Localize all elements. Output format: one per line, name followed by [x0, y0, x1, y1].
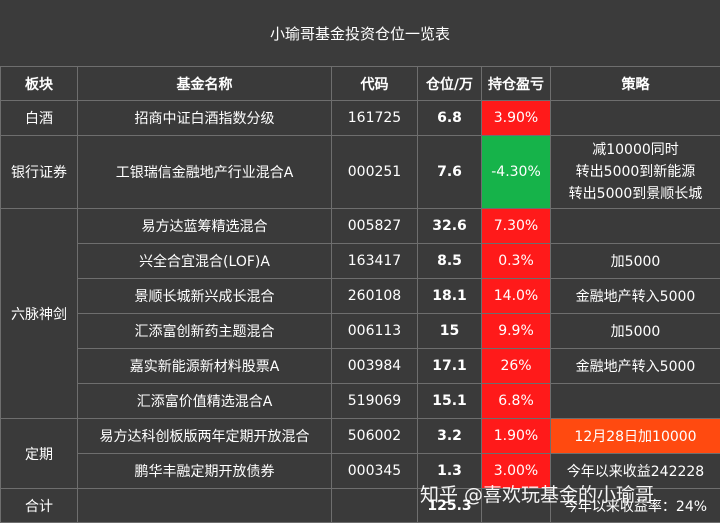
fund-name-cell: 招商中证白酒指数分级 [78, 101, 332, 136]
fund-code-cell: 000251 [332, 136, 418, 209]
strategy-cell: 金融地产转入5000 [551, 279, 720, 314]
fund-code-cell: 003984 [332, 349, 418, 384]
header-pl: 持仓盈亏 [482, 67, 551, 101]
fund-name-cell: 兴全合宜混合(LOF)A [78, 244, 332, 279]
table-row: 景顺长城新兴成长混合 260108 18.1 14.0% 金融地产转入5000 [1, 279, 720, 314]
position-cell: 15.1 [418, 384, 482, 419]
strategy-cell: 加5000 [551, 314, 720, 349]
table-row: 嘉实新能源新材料股票A 003984 17.1 26% 金融地产转入5000 [1, 349, 720, 384]
header-strategy: 策略 [551, 67, 720, 101]
header-position: 仓位/万 [418, 67, 482, 101]
position-cell: 32.6 [418, 209, 482, 244]
fund-code-cell: 506002 [332, 419, 418, 454]
fund-code-cell: 163417 [332, 244, 418, 279]
sheet-title: 小瑜哥基金投资仓位一览表 [0, 0, 720, 66]
header-code: 代码 [332, 67, 418, 101]
fund-code-cell: 005827 [332, 209, 418, 244]
pl-cell: 3.90% [482, 101, 551, 136]
strategy-cell: 12月28日加10000 [551, 419, 720, 454]
header-fund-name: 基金名称 [78, 67, 332, 101]
position-cell: 15 [418, 314, 482, 349]
strategy-cell [551, 384, 720, 419]
position-cell: 18.1 [418, 279, 482, 314]
sector-cell: 银行证券 [1, 136, 78, 209]
pl-cell: -4.30% [482, 136, 551, 209]
strategy-cell [551, 101, 720, 136]
strategy-cell: 金融地产转入5000 [551, 349, 720, 384]
position-cell: 17.1 [418, 349, 482, 384]
fund-name-cell: 易方达科创板版两年定期开放混合 [78, 419, 332, 454]
sector-cell: 六脉神剑 [1, 209, 78, 419]
total-empty [78, 489, 332, 523]
strategy-line: 减10000同时 [551, 139, 720, 161]
position-cell: 6.8 [418, 101, 482, 136]
fund-code-cell: 000345 [332, 454, 418, 489]
table-row: 汇添富价值精选混合A 519069 15.1 6.8% [1, 384, 720, 419]
pl-cell: 6.8% [482, 384, 551, 419]
table-row: 定期 易方达科创板版两年定期开放混合 506002 3.2 1.90% 12月2… [1, 419, 720, 454]
table-row: 白酒 招商中证白酒指数分级 161725 6.8 3.90% [1, 101, 720, 136]
position-cell: 3.2 [418, 419, 482, 454]
pl-cell: 0.3% [482, 244, 551, 279]
strategy-line: 转出5000到景顺长城 [551, 183, 720, 205]
fund-code-cell: 006113 [332, 314, 418, 349]
strategy-cell: 减10000同时 转出5000到新能源 转出5000到景顺长城 [551, 136, 720, 209]
fund-name-cell: 工银瑞信金融地产行业混合A [78, 136, 332, 209]
table-header-row: 板块 基金名称 代码 仓位/万 持仓盈亏 策略 [1, 67, 720, 101]
fund-code-cell: 260108 [332, 279, 418, 314]
pl-cell: 7.30% [482, 209, 551, 244]
fund-table: 板块 基金名称 代码 仓位/万 持仓盈亏 策略 白酒 招商中证白酒指数分级 16… [0, 66, 720, 523]
sector-cell: 定期 [1, 419, 78, 489]
total-label: 合计 [1, 489, 78, 523]
table-row: 汇添富创新药主题混合 006113 15 9.9% 加5000 [1, 314, 720, 349]
fund-name-cell: 汇添富创新药主题混合 [78, 314, 332, 349]
pl-cell: 1.90% [482, 419, 551, 454]
strategy-line: 转出5000到新能源 [551, 161, 720, 183]
pl-cell: 9.9% [482, 314, 551, 349]
header-sector: 板块 [1, 67, 78, 101]
fund-name-cell: 汇添富价值精选混合A [78, 384, 332, 419]
fund-name-cell: 易方达蓝筹精选混合 [78, 209, 332, 244]
table-row: 银行证券 工银瑞信金融地产行业混合A 000251 7.6 -4.30% 减10… [1, 136, 720, 209]
fund-code-cell: 161725 [332, 101, 418, 136]
fund-name-cell: 鹏华丰融定期开放债券 [78, 454, 332, 489]
sector-cell: 白酒 [1, 101, 78, 136]
position-cell: 7.6 [418, 136, 482, 209]
pl-cell: 26% [482, 349, 551, 384]
position-cell: 8.5 [418, 244, 482, 279]
strategy-cell [551, 209, 720, 244]
fund-name-cell: 嘉实新能源新材料股票A [78, 349, 332, 384]
table-row: 六脉神剑 易方达蓝筹精选混合 005827 32.6 7.30% [1, 209, 720, 244]
strategy-cell: 加5000 [551, 244, 720, 279]
table-row: 兴全合宜混合(LOF)A 163417 8.5 0.3% 加5000 [1, 244, 720, 279]
fund-name-cell: 景顺长城新兴成长混合 [78, 279, 332, 314]
total-empty [332, 489, 418, 523]
pl-cell: 14.0% [482, 279, 551, 314]
watermark: 知乎 @喜欢玩基金的小瑜哥 [420, 480, 654, 507]
fund-code-cell: 519069 [332, 384, 418, 419]
